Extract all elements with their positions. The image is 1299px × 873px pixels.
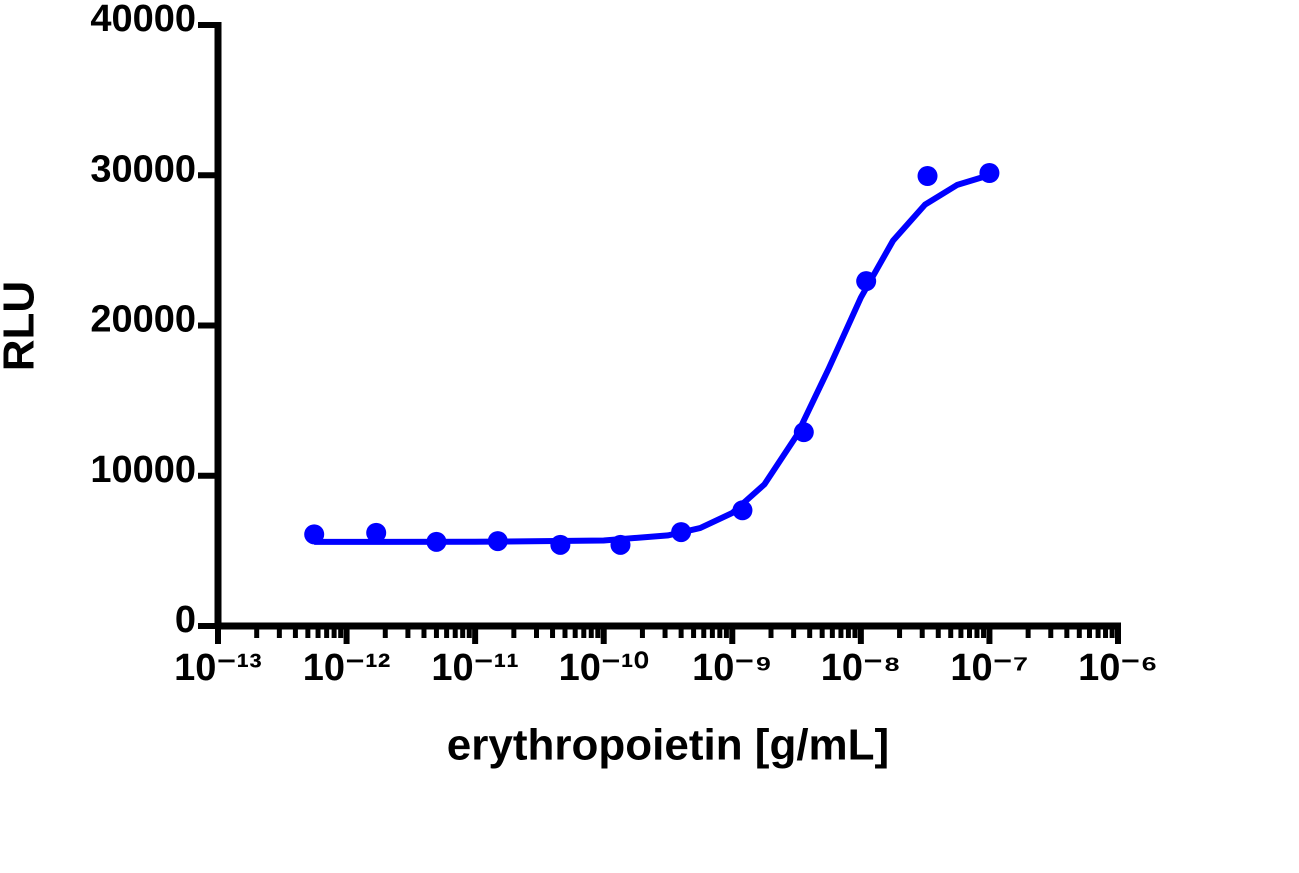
data-point (917, 166, 938, 187)
x-tick-label: 10⁻¹¹ (431, 647, 519, 689)
x-tick-label: 10⁻¹² (303, 647, 391, 689)
y-tick-label: 10000 (90, 449, 196, 491)
y-tick-label: 20000 (90, 299, 196, 341)
x-tick-label: 10⁻⁷ (950, 647, 1028, 689)
data-point (366, 522, 387, 543)
fit-curve (314, 172, 991, 545)
x-tick-label: 10⁻⁸ (821, 647, 901, 689)
x-axis-title: erythropoietin [g/mL] (447, 721, 889, 770)
y-tick-label: 40000 (90, 0, 196, 40)
y-tick-label: 30000 (90, 148, 196, 190)
x-tick-label: 10⁻⁹ (692, 647, 772, 689)
x-tick-label: 10⁻¹⁰ (559, 647, 649, 689)
y-tick-label: 0 (175, 599, 196, 641)
x-tick-label: 10⁻⁶ (1078, 647, 1158, 689)
x-tick-label: 10⁻¹³ (174, 647, 262, 689)
y-axis-title: RLU (0, 281, 44, 371)
